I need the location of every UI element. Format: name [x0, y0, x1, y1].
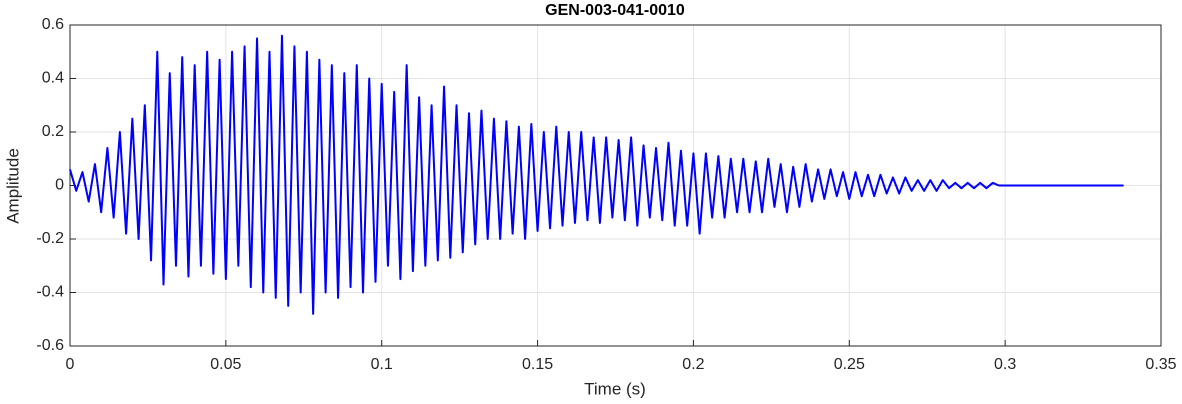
x-tick-label: 0 — [66, 356, 75, 373]
y-tick-label: 0 — [55, 177, 64, 194]
x-axis-label: Time (s) — [584, 379, 646, 398]
waveform-line — [69, 34, 1124, 315]
y-tick-label: 0.4 — [42, 70, 64, 87]
x-tick-label: 0.3 — [994, 356, 1016, 373]
x-tick-label: 0.35 — [1145, 356, 1176, 373]
x-tick-label: 0.1 — [371, 356, 393, 373]
x-tick-label: 0.15 — [522, 356, 553, 373]
y-axis-label: Amplitude — [3, 148, 22, 224]
x-tick-label: 0.05 — [210, 356, 241, 373]
y-tick-label: -0.4 — [36, 284, 64, 301]
plot-frame — [69, 24, 1162, 347]
x-tick-label: 0.2 — [682, 356, 704, 373]
y-tick-label: 0.2 — [42, 123, 64, 140]
chart-title: GEN-003-041-0010 — [545, 2, 685, 19]
y-tick-label: -0.2 — [36, 230, 64, 247]
x-tick-label: 0.25 — [834, 356, 865, 373]
y-tick-label: 0.6 — [42, 16, 64, 33]
y-tick-label: -0.6 — [36, 337, 64, 354]
